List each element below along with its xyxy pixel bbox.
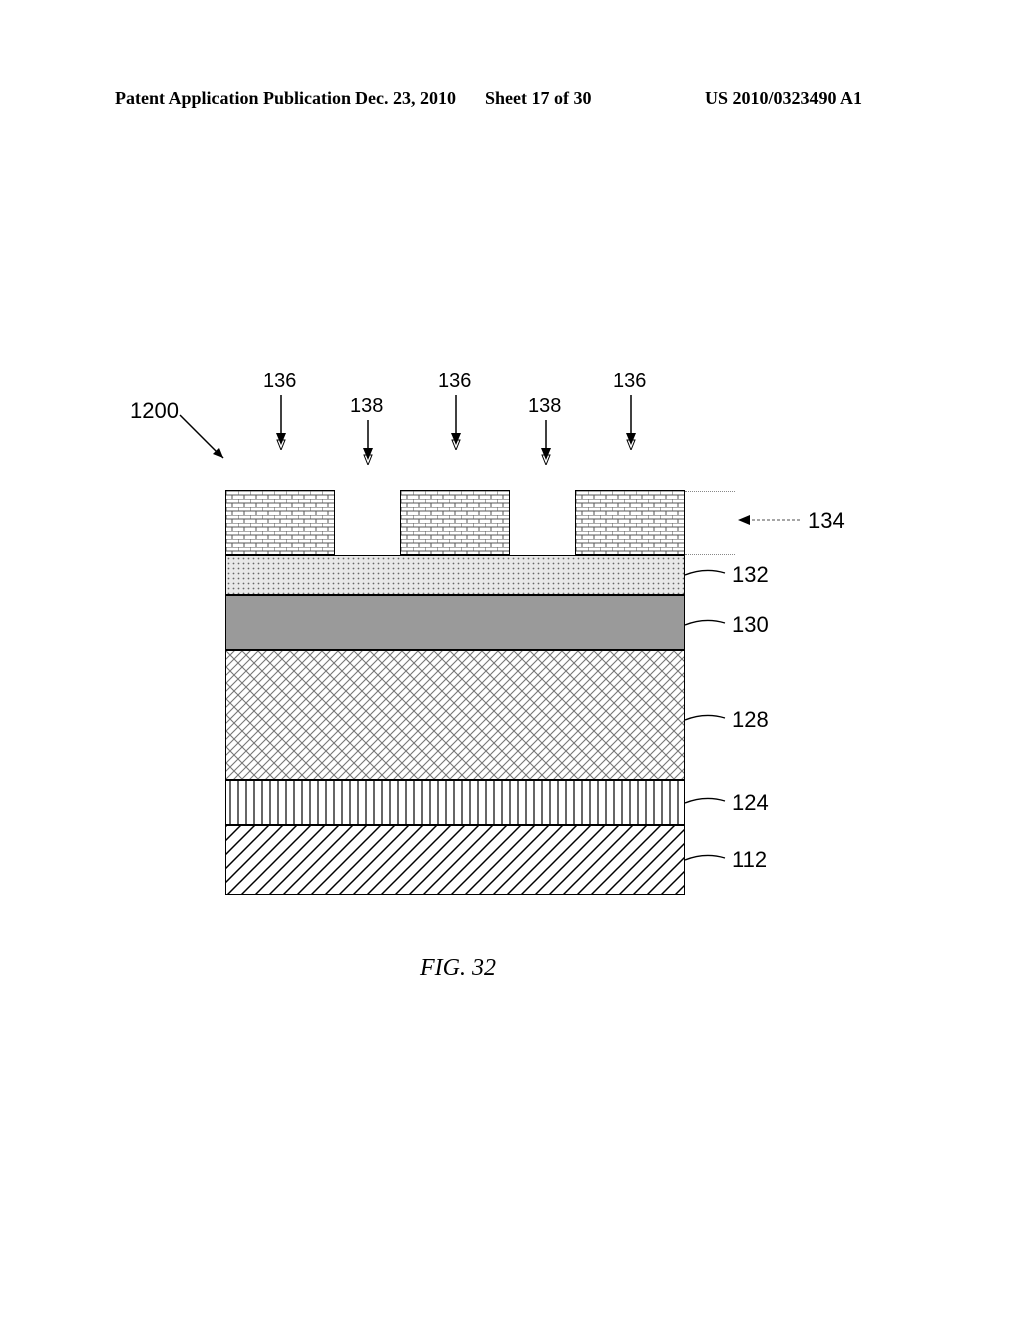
pattern-vlines (226, 781, 684, 824)
guide-bottom (685, 554, 735, 555)
arrow-138-2 (539, 420, 553, 465)
label-136-2: 136 (438, 370, 471, 393)
pattern-brick (401, 491, 509, 554)
layer-132 (225, 555, 685, 595)
layer-130 (225, 595, 685, 650)
label-136-1: 136 (263, 370, 296, 393)
figure-diagram (225, 465, 685, 895)
leader-128 (685, 710, 730, 730)
arrow-136-1 (274, 395, 288, 450)
arrow-134 (730, 495, 810, 545)
assembly-leader-arrow (175, 410, 235, 470)
pattern-diag45 (226, 826, 684, 894)
figure-caption: FIG. 32 (420, 955, 496, 982)
pattern-brick (576, 491, 684, 554)
guide-top (685, 491, 735, 492)
ref-134: 134 (808, 508, 845, 534)
layer-112 (225, 825, 685, 895)
pattern-crosshatch (226, 651, 684, 779)
layer-128 (225, 650, 685, 780)
header-date: Dec. 23, 2010 (355, 88, 456, 109)
leader-132 (685, 565, 730, 585)
top-block-1 (225, 490, 335, 555)
leader-124 (685, 793, 730, 813)
leader-112 (685, 850, 730, 870)
arrow-138-1 (361, 420, 375, 465)
ref-128: 128 (732, 707, 769, 733)
ref-112: 112 (732, 847, 767, 873)
pattern-brick (226, 491, 334, 554)
header-pubno: US 2010/0323490 A1 (705, 88, 862, 109)
arrow-136-2 (449, 395, 463, 450)
label-138-2: 138 (528, 395, 561, 418)
assembly-ref: 1200 (130, 398, 179, 424)
top-block-2 (400, 490, 510, 555)
layer-124 (225, 780, 685, 825)
leader-130 (685, 615, 730, 635)
label-138-1: 138 (350, 395, 383, 418)
ref-124: 124 (732, 790, 769, 816)
header-pages: Sheet 17 of 30 (485, 88, 592, 109)
ref-130: 130 (732, 612, 769, 638)
header-left: Patent Application Publication (115, 88, 351, 109)
label-136-3: 136 (613, 370, 646, 393)
pattern-dots (226, 556, 684, 594)
top-block-3 (575, 490, 685, 555)
ref-132: 132 (732, 562, 769, 588)
arrow-136-3 (624, 395, 638, 450)
